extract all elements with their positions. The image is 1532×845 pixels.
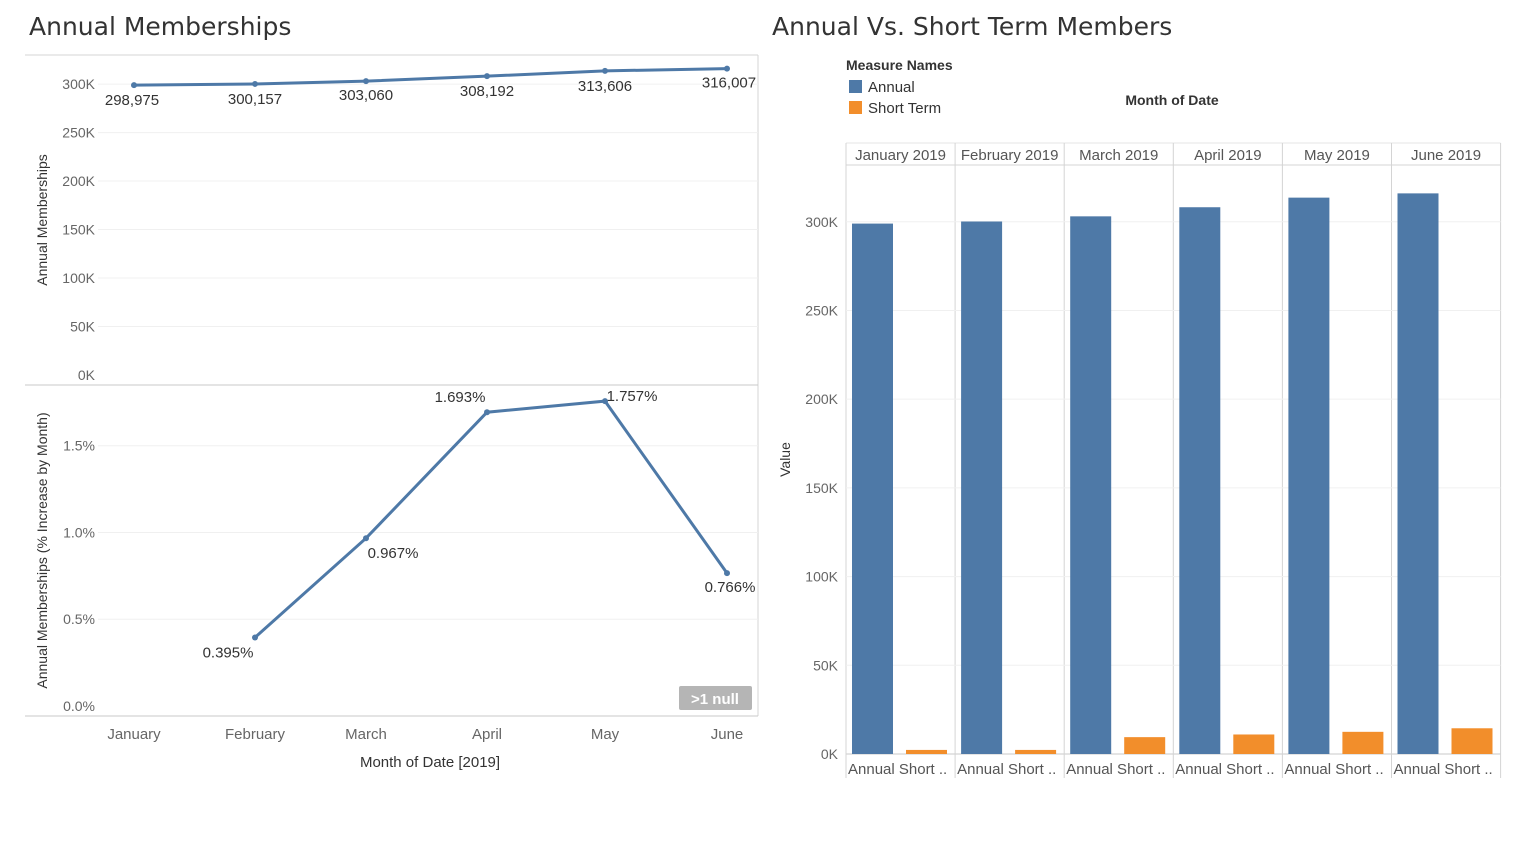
legend-swatch <box>849 101 862 114</box>
y-tick-label: 300K <box>805 214 838 230</box>
sub-category-label: Annual Short .. <box>848 761 947 778</box>
y-tick-label: 200K <box>805 391 838 407</box>
column-header: April 2019 <box>1194 147 1262 164</box>
data-label: 0.766% <box>705 579 756 596</box>
data-label: 1.693% <box>435 389 486 406</box>
data-point <box>724 570 730 577</box>
column-header: February 2019 <box>961 147 1059 164</box>
right-chart-title: Annual Vs. Short Term Members <box>772 12 1173 41</box>
column-header: January 2019 <box>855 147 946 164</box>
y-tick-label: 300K <box>62 76 95 92</box>
bar <box>1288 197 1330 754</box>
data-point <box>252 80 258 87</box>
bar <box>906 749 947 754</box>
y-tick-label: 100K <box>62 270 95 286</box>
left-chart-title: Annual Memberships <box>29 12 292 41</box>
annual-vs-short-term-chart: Measure Names Annual Short Term Month of Da… <box>777 57 1502 778</box>
x-tick-label: June <box>711 726 744 743</box>
bar <box>1397 193 1439 755</box>
null-indicator-text: >1 null <box>691 691 739 708</box>
data-point <box>602 67 608 74</box>
y-tick-label: 0.0% <box>63 698 95 714</box>
data-label: 313,606 <box>578 78 632 95</box>
x-tick-label: January <box>107 726 161 743</box>
bar <box>961 221 1003 754</box>
legend-label: Short Term <box>868 100 941 117</box>
y-tick-label: 0.5% <box>63 611 95 627</box>
y-tick-label: 0K <box>78 367 96 383</box>
annual-memberships-chart: 0K 50K 100K 150K 200K 250K 300K Annual Membersh… <box>25 54 759 771</box>
y-tick-label: 250K <box>805 302 838 318</box>
data-label: 0.395% <box>203 644 254 661</box>
data-label: 316,007 <box>702 75 756 92</box>
bar <box>1124 737 1166 754</box>
column-header-title: Month of Date <box>1125 92 1219 108</box>
y-axis-title: Annual Memberships (% Increase by Month) <box>34 412 50 688</box>
series-line <box>254 399 729 639</box>
null-indicator-badge <box>679 686 752 710</box>
data-point <box>363 78 369 85</box>
data-label: 308,192 <box>460 83 514 100</box>
data-point <box>363 535 369 542</box>
y-tick-label: 250K <box>62 125 95 141</box>
x-tick-label: April <box>472 726 502 743</box>
bar <box>1233 734 1275 754</box>
data-label: 303,060 <box>339 87 393 104</box>
series-line <box>133 67 728 87</box>
data-point <box>724 65 730 72</box>
y-axis-title: Value <box>777 442 793 477</box>
sub-category-label: Annual Short .. <box>957 761 1056 778</box>
y-axis-title: Annual Memberships <box>34 154 50 286</box>
x-axis-title: Month of Date [2019] <box>360 754 500 771</box>
y-tick-label: 0K <box>821 746 839 762</box>
column-header: June 2019 <box>1411 147 1481 164</box>
y-tick-label: 50K <box>813 657 839 673</box>
legend-label: Annual <box>868 79 915 96</box>
column-header: May 2019 <box>1304 147 1370 164</box>
data-point <box>484 409 490 416</box>
bar <box>852 223 893 754</box>
y-tick-label: 1.5% <box>63 438 95 454</box>
x-tick-label: February <box>225 726 286 743</box>
bar <box>1179 207 1221 755</box>
y-tick-label: 50K <box>70 319 96 335</box>
x-tick-label: May <box>591 726 620 743</box>
y-tick-label: 100K <box>805 569 838 585</box>
sub-category-label: Annual Short .. <box>1394 761 1493 778</box>
data-label: 300,157 <box>228 91 282 108</box>
legend-swatch <box>849 80 862 93</box>
column-header: March 2019 <box>1079 147 1158 164</box>
x-tick-label: March <box>345 726 387 743</box>
data-point <box>131 82 137 89</box>
data-label: 298,975 <box>105 92 159 109</box>
y-tick-label: 1.0% <box>63 524 95 540</box>
y-tick-label: 200K <box>62 173 95 189</box>
sub-category-label: Annual Short .. <box>1284 761 1383 778</box>
bar <box>1451 728 1493 754</box>
data-label: 0.967% <box>368 545 419 562</box>
sub-category-label: Annual Short .. <box>1175 761 1274 778</box>
bar <box>1342 731 1384 754</box>
sub-category-label: Annual Short .. <box>1066 761 1165 778</box>
bar <box>1070 216 1112 754</box>
bar <box>1015 749 1057 754</box>
y-tick-label: 150K <box>805 480 838 496</box>
data-point <box>252 634 258 641</box>
data-label: 1.757% <box>607 388 658 405</box>
data-point <box>484 73 490 80</box>
data-point <box>602 398 608 405</box>
legend-title: Measure Names <box>846 57 953 73</box>
y-tick-label: 150K <box>62 222 95 238</box>
